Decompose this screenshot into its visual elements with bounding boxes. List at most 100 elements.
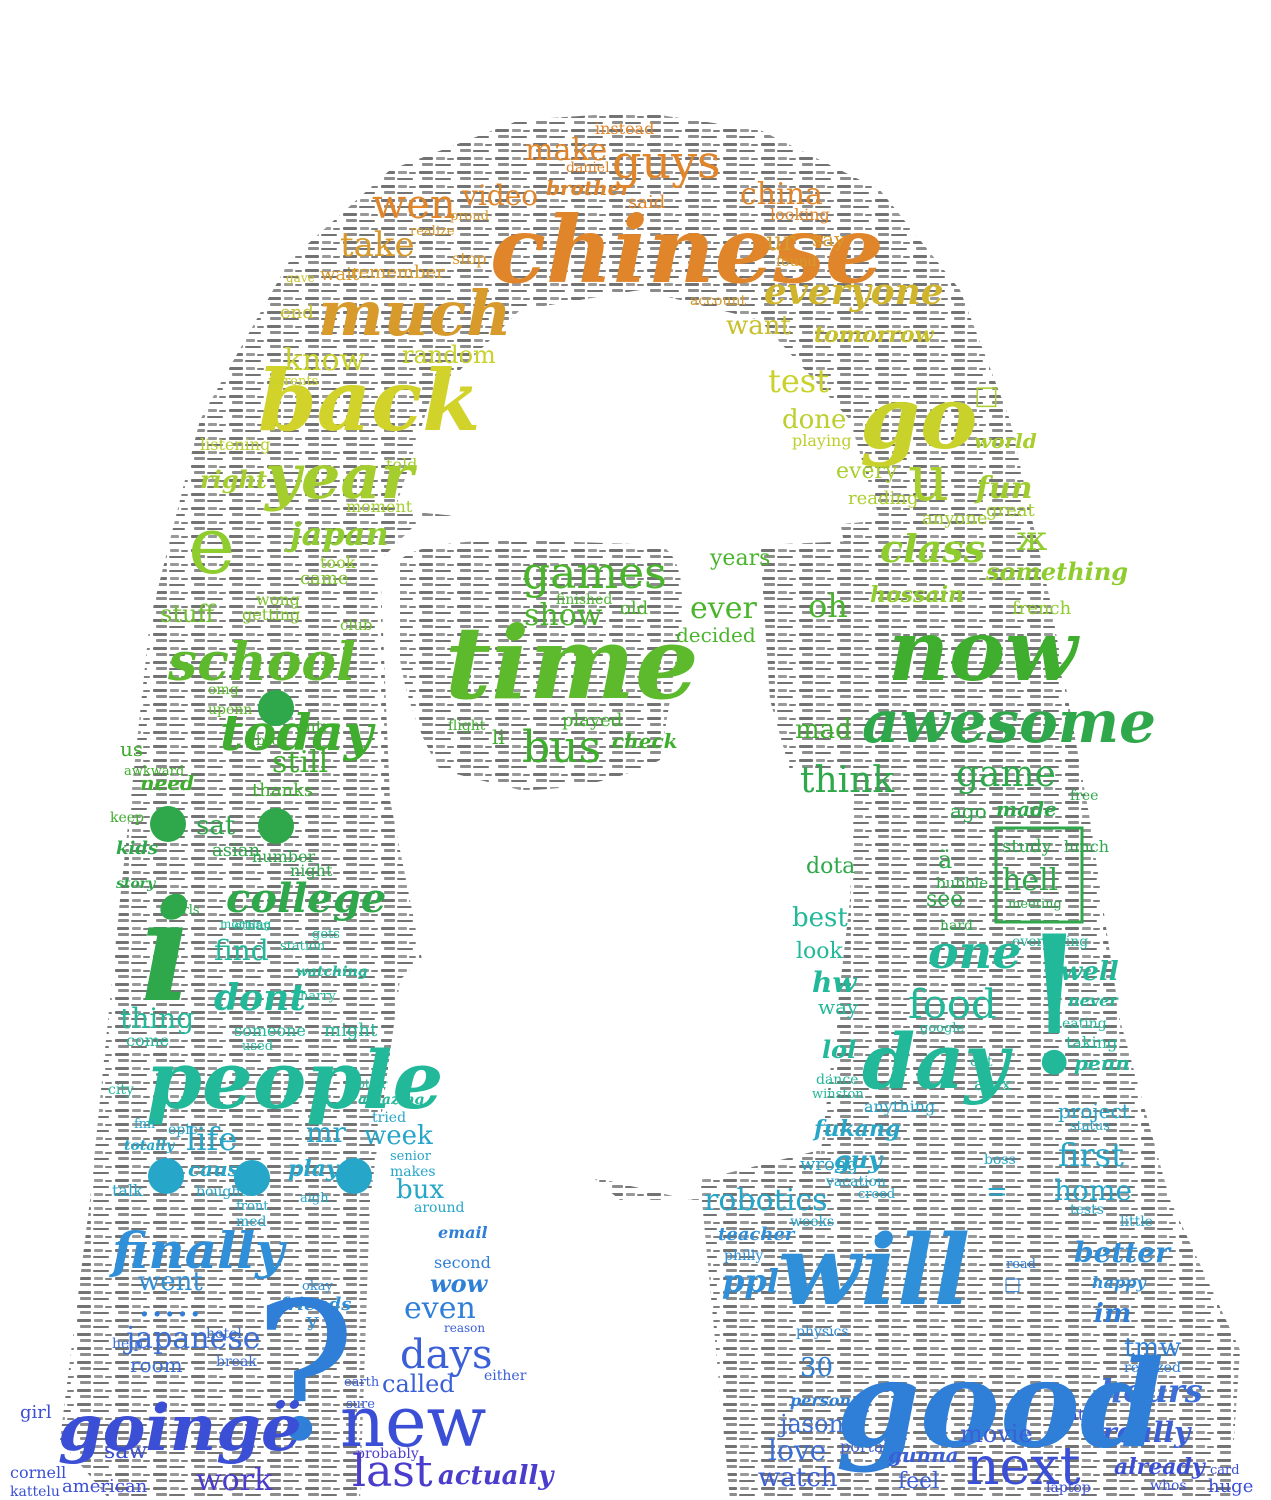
word-probably: probably (356, 1446, 419, 1462)
word-med: med (236, 1214, 267, 1230)
word-station: station (280, 939, 326, 954)
word-second: second (434, 1253, 491, 1272)
word-zhe: ж (1016, 519, 1047, 559)
word-thanks: thanks (252, 780, 313, 801)
word-every: every (836, 459, 898, 484)
dots-ellipsis: ..... (138, 1280, 202, 1326)
dot-6 (336, 1158, 372, 1194)
word-movie: movie (960, 1420, 1033, 1448)
word-thirty: 30 (800, 1353, 833, 1383)
word-teacher: teacher (718, 1224, 796, 1245)
word-told: told (386, 455, 417, 474)
word-really: really (1102, 1416, 1192, 1449)
word-laptop: laptop (1046, 1480, 1091, 1496)
word-weeks: weeks (790, 1214, 834, 1230)
word-girl: girl (20, 1402, 52, 1423)
word-boss: boss (984, 1152, 1016, 1168)
word-said: said (628, 192, 665, 213)
word-winston: winston (812, 1087, 864, 1102)
word-watch: watch (758, 1463, 838, 1493)
word-anything: anything (864, 1097, 935, 1116)
word-awesome: awesome (862, 688, 1156, 756)
word-physics: physics (796, 1324, 849, 1340)
word-take: take (340, 225, 415, 265)
word-something: something (985, 557, 1128, 586)
word-looking: looking (770, 205, 830, 224)
symbol-a: ä (938, 846, 952, 874)
word-bus: bus (522, 722, 601, 773)
word-gave: gave (286, 271, 315, 285)
word-wrong: wrong (800, 1154, 858, 1175)
word-harry: harry (300, 989, 337, 1004)
word-better: better (1074, 1236, 1172, 1269)
word-realized: realized (1124, 1360, 1181, 1376)
word-taking: taking (1066, 1033, 1117, 1052)
word-going: goingë (58, 1391, 302, 1466)
word-used: used (242, 1039, 273, 1054)
word-realize: realize (410, 224, 455, 239)
word-might: might (324, 1020, 378, 1041)
word-think: think (800, 760, 895, 801)
word-meeting: meeting (1008, 897, 1062, 912)
word-remember: remember (350, 262, 445, 283)
word-okay: okay (302, 1279, 333, 1294)
word-dance: dance (816, 1072, 858, 1088)
symbol-question: ? (254, 1262, 356, 1483)
word-hossain: hossain (870, 582, 964, 608)
word-reading: reading (848, 488, 918, 509)
word-way: way (818, 995, 859, 1019)
word-study: study (1002, 836, 1053, 857)
word-came: came (300, 568, 349, 589)
word-chinese: chinese (490, 196, 884, 304)
word-day: day (862, 1017, 1013, 1106)
word-stuff: stuff (160, 600, 216, 628)
word-go: go (860, 368, 978, 469)
word-cut: cut (970, 1054, 993, 1070)
word-well: well (1060, 957, 1119, 987)
word-moment: moment (346, 497, 413, 516)
word-back: back (258, 351, 481, 450)
word-days: days (400, 1332, 493, 1378)
word-keep: keep (110, 810, 144, 826)
word-wait: wait (320, 264, 360, 285)
word-oh: oh (808, 587, 848, 625)
word-cornell: cornell (10, 1463, 66, 1482)
word-know: know (284, 343, 366, 378)
word-talk: talk (112, 1181, 143, 1200)
word-time: time (445, 604, 699, 722)
word-done: done (782, 405, 846, 435)
word-anyone: anyone (922, 508, 988, 529)
word-guy: guy (834, 1145, 884, 1174)
word-help: help (112, 1336, 143, 1352)
word-ppl: ppl (722, 1262, 779, 1300)
symbol-box-2: □ (1004, 1274, 1021, 1295)
word-tried: tried (372, 1110, 406, 1126)
word-email: email (438, 1223, 488, 1242)
word-vacation: vacation (825, 1174, 886, 1190)
word-world: world (974, 429, 1037, 453)
word-senior: senior (390, 1149, 432, 1164)
word-will: will (778, 1214, 970, 1327)
word-alex: alex (974, 1074, 1011, 1095)
word-make: make (525, 133, 607, 168)
word-li: li (492, 725, 505, 749)
word-people: people (146, 1033, 443, 1127)
word-philly: philly (724, 1248, 763, 1264)
word-right: right (200, 465, 267, 494)
word-end: end (280, 302, 314, 323)
word-creed: creed (858, 1187, 895, 1202)
word-potter: potter (350, 1077, 388, 1091)
word-status: status (1070, 1119, 1110, 1134)
word-need: need (140, 771, 194, 795)
word-guys: guys (612, 135, 721, 189)
word-even: even (404, 1291, 476, 1326)
word-game: game (956, 754, 1056, 795)
dot-3 (150, 806, 186, 842)
word-video: video (461, 179, 538, 212)
word-makes: makes (390, 1164, 436, 1180)
word-japan: japan (284, 515, 389, 553)
word-never: never (1068, 991, 1119, 1010)
word-college: college (226, 875, 386, 922)
word-played: played (562, 710, 622, 731)
